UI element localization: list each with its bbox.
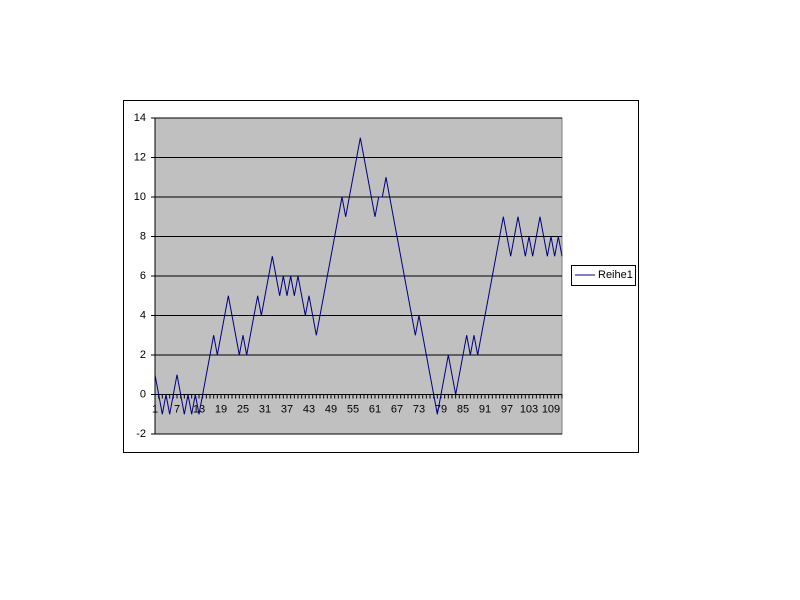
x-tick-label: 13	[193, 403, 205, 415]
y-tick-label: 8	[140, 230, 146, 242]
x-tick-label: 97	[501, 403, 513, 415]
x-tick-label: 73	[413, 403, 425, 415]
y-tick-label: 14	[134, 112, 146, 124]
x-tick-label: 1	[152, 403, 158, 415]
x-tick-label: 103	[520, 403, 538, 415]
x-tick-label: 109	[542, 403, 560, 415]
x-tick-label: 55	[347, 403, 359, 415]
x-tick-label: 91	[479, 403, 491, 415]
y-tick-label: 4	[140, 309, 146, 321]
y-tick-label: 0	[140, 388, 146, 400]
x-tick-label: 25	[237, 403, 249, 415]
x-tick-label: 85	[457, 403, 469, 415]
y-tick-label: 2	[140, 349, 146, 361]
x-tick-label: 7	[174, 403, 180, 415]
x-tick-label: 31	[259, 403, 271, 415]
x-tick-label: 67	[391, 403, 403, 415]
y-tick-label: 10	[134, 191, 146, 203]
x-tick-label: 49	[325, 403, 337, 415]
y-tick-label: -2	[136, 428, 146, 440]
legend-label: Reihe1	[598, 269, 633, 281]
x-tick-label: 43	[303, 403, 315, 415]
x-tick-label: 19	[215, 403, 227, 415]
x-tick-label: 37	[281, 403, 293, 415]
legend-box	[571, 265, 636, 286]
y-tick-label: 6	[140, 270, 146, 282]
series-line	[154, 137, 563, 415]
x-tick-label: 61	[369, 403, 381, 415]
y-tick-label: 12	[134, 151, 146, 163]
